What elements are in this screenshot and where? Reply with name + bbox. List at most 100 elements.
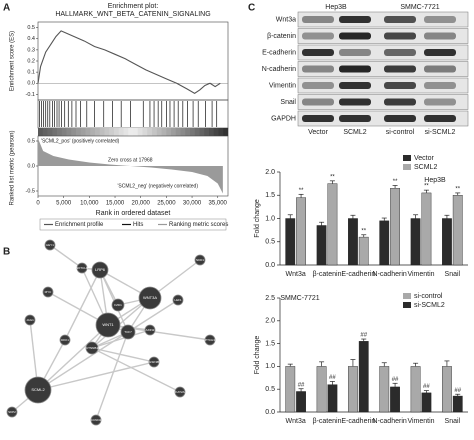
edge bbox=[37, 324, 109, 391]
lane-label: si-control bbox=[386, 129, 415, 136]
rank-gradient bbox=[57, 128, 63, 136]
node bbox=[144, 324, 156, 336]
node bbox=[59, 334, 71, 346]
node bbox=[174, 386, 186, 398]
rank-gradient bbox=[180, 128, 186, 136]
rank-gradient bbox=[114, 128, 120, 136]
node bbox=[204, 334, 216, 346]
y-tick-label: 0.5 bbox=[27, 138, 35, 144]
bar bbox=[285, 366, 296, 413]
bar bbox=[442, 366, 452, 413]
protein-label: β-catenin bbox=[267, 33, 296, 40]
y-tick-label: 0.0 bbox=[265, 262, 275, 269]
rank-gradient bbox=[152, 128, 158, 136]
significance: ## bbox=[360, 333, 367, 339]
node bbox=[111, 298, 125, 312]
x-tick-label: 35,000 bbox=[209, 201, 228, 207]
rank-gradient bbox=[137, 128, 143, 136]
band bbox=[339, 65, 371, 73]
rank-gradient bbox=[71, 128, 77, 136]
y-axis-label: Fold change bbox=[254, 336, 261, 375]
x-tick-label: E-cadherin bbox=[341, 271, 375, 278]
bar bbox=[379, 366, 390, 413]
blot-strip bbox=[297, 77, 469, 94]
protein-label: N-cadherin bbox=[262, 66, 296, 73]
rank-gradient bbox=[128, 128, 134, 136]
legend-box bbox=[39, 218, 227, 231]
node-label: TCF7 bbox=[124, 330, 132, 334]
y-tick-label: 0.4 bbox=[27, 36, 35, 42]
blot-strip bbox=[297, 28, 469, 44]
significance: ** bbox=[361, 228, 366, 234]
x-tick-label: β-catenin bbox=[313, 271, 342, 278]
node-label: CCND2 bbox=[91, 418, 102, 422]
band bbox=[424, 98, 456, 106]
y-tick-label: 1.0 bbox=[265, 363, 275, 370]
rank-gradient bbox=[66, 128, 72, 136]
rank-gradient bbox=[175, 128, 181, 136]
band bbox=[384, 32, 416, 40]
significance: ** bbox=[455, 187, 460, 193]
x-axis-label: Rank in ordered dataset bbox=[96, 210, 171, 217]
node bbox=[90, 414, 102, 426]
legend-label: si-SCML2 bbox=[414, 302, 445, 309]
hits-frame bbox=[37, 99, 229, 129]
x-tick-label: Wnt3a bbox=[286, 418, 306, 425]
band bbox=[302, 65, 334, 73]
bar bbox=[296, 391, 306, 413]
rank-gradient bbox=[218, 128, 224, 136]
rank-gradient bbox=[156, 128, 162, 136]
protein-label: E-cadherin bbox=[262, 49, 296, 56]
significance: ** bbox=[330, 174, 335, 180]
rank-gradient bbox=[85, 128, 91, 136]
x-tick-label: 15,000 bbox=[106, 201, 125, 207]
y-tick-label: 0.0 bbox=[27, 163, 35, 169]
edge bbox=[49, 244, 83, 269]
band bbox=[424, 32, 456, 40]
chart-title: Hep3B bbox=[424, 177, 446, 184]
significance: ## bbox=[423, 384, 430, 390]
rank-gradient bbox=[104, 128, 110, 136]
lane-label: si-SCML2 bbox=[425, 129, 456, 136]
node bbox=[6, 406, 18, 418]
y-tick-label: 0.5 bbox=[265, 386, 275, 393]
band bbox=[384, 16, 416, 23]
rank-gradient bbox=[118, 128, 124, 136]
node bbox=[42, 286, 54, 298]
rank-gradient bbox=[95, 128, 101, 136]
x-tick-label: 10,000 bbox=[80, 201, 99, 207]
node-label: WNT1 bbox=[102, 322, 114, 327]
bar bbox=[452, 395, 463, 413]
node bbox=[85, 341, 99, 355]
node-label: WNT3A bbox=[143, 295, 157, 300]
cell-line: Hep3B bbox=[325, 4, 347, 11]
x-tick-label: Wnt3a bbox=[286, 271, 306, 278]
x-tick-label: 30,000 bbox=[183, 201, 202, 207]
rank-gradient bbox=[147, 128, 153, 136]
band bbox=[384, 115, 416, 122]
node bbox=[138, 286, 162, 310]
annotation: 'SCML2_pos' (positively correlated) bbox=[41, 138, 120, 144]
x-tick-label: β-catenin bbox=[313, 418, 342, 425]
plot-subtitle: HALLMARK_WNT_BETA_CATENIN_SIGNALING bbox=[55, 11, 210, 18]
x-tick-label: N-cadherin bbox=[373, 271, 407, 278]
rank-gradient bbox=[213, 128, 219, 136]
panel-label: C bbox=[248, 3, 255, 14]
y-axis-label: Enrichment score (ES) bbox=[10, 31, 16, 91]
significance: ** bbox=[393, 179, 398, 185]
band bbox=[339, 32, 371, 40]
rank-gradient bbox=[185, 128, 191, 136]
node-label: LEF1 bbox=[174, 298, 182, 302]
y-tick-label: 0.5 bbox=[265, 239, 275, 246]
node-label: SCML2 bbox=[31, 387, 45, 392]
legend-label: SCML2 bbox=[414, 164, 437, 171]
protein-label: GAPDH bbox=[271, 115, 296, 122]
rank-gradient bbox=[133, 128, 139, 136]
rank-gradient bbox=[194, 128, 200, 136]
legend-label: Hits bbox=[133, 222, 143, 228]
lane-label: Vector bbox=[308, 129, 329, 136]
node-label: AXIN2 bbox=[146, 328, 155, 332]
rank-gradient bbox=[80, 128, 86, 136]
edge bbox=[91, 347, 155, 363]
protein-label: Wnt3a bbox=[276, 16, 296, 23]
